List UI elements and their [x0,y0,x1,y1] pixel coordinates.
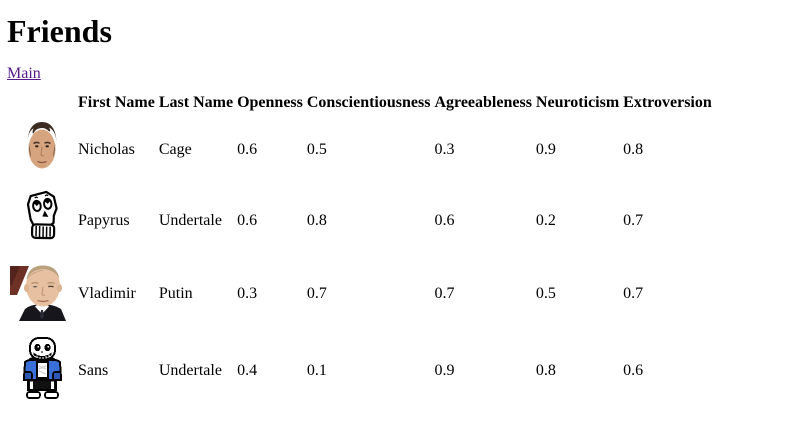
cell-neuroticism: 0.5 [535,284,556,302]
nicolas-cage-avatar-image [22,119,62,175]
cell-neuroticism: 0.8 [535,362,556,380]
cell-conscientiousness: 0.5 [306,140,327,158]
page-title: Friends [7,13,112,49]
cell-neuroticism: 0.2 [535,211,556,229]
cell-last-name: Undertale [158,211,222,229]
table-row: Sans Undertale 0.4 0.1 0.9 0.8 0.6 [9,332,713,410]
main-link[interactable]: Main [7,65,41,83]
cell-first-name: Papyrus [78,211,130,229]
cell-openness: 0.6 [237,140,258,158]
column-header-openness: Openness [237,94,303,112]
column-header-last-name: Last Name [158,94,234,112]
cell-agreeableness: 0.6 [434,211,455,229]
avatar-cell [9,115,75,184]
cell-conscientiousness: 0.8 [306,211,327,229]
header-row: First Name Last Name Openness Conscienti… [9,93,713,113]
friends-table: First Name Last Name Openness Conscienti… [7,91,715,412]
cell-first-name: Vladimir [78,284,136,302]
column-header-conscientiousness: Conscientiousness [306,94,431,112]
vladimir-putin-avatar-image [10,261,74,322]
cell-openness: 0.4 [237,362,258,380]
papyrus-skull-avatar-image [22,190,62,246]
sans-sprite-avatar-image [19,336,65,401]
cell-last-name: Undertale [158,362,222,380]
table-row: Papyrus Undertale 0.6 0.8 0.6 0.2 0.7 [9,186,713,255]
cell-first-name: Sans [78,362,109,380]
avatar-cell [9,186,75,255]
column-header-neuroticism: Neuroticism [535,94,620,112]
cell-agreeableness: 0.3 [434,140,455,158]
cell-extroversion: 0.8 [623,140,644,158]
cell-extroversion: 0.7 [623,284,644,302]
column-header-agreeableness: Agreeableness [434,94,532,112]
avatar-cell [9,332,75,410]
avatar-cell [9,257,75,330]
cell-last-name: Putin [158,284,193,302]
column-header-first-name: First Name [78,94,155,112]
cell-agreeableness: 0.7 [434,284,455,302]
cell-neuroticism: 0.9 [535,140,556,158]
nav-line: Main [7,65,806,83]
cell-openness: 0.3 [237,284,258,302]
cell-conscientiousness: 0.7 [306,284,327,302]
column-header-extroversion: Extroversion [623,94,712,112]
table-row: Vladimir Putin 0.3 0.7 0.7 0.5 0.7 [9,257,713,330]
column-header-avatar [9,93,75,113]
cell-last-name: Cage [158,140,192,158]
cell-extroversion: 0.6 [623,362,644,380]
table-row: Nicholas Cage 0.6 0.5 0.3 0.9 0.8 [9,115,713,184]
cell-first-name: Nicholas [78,140,135,158]
cell-conscientiousness: 0.1 [306,362,327,380]
cell-openness: 0.6 [237,211,258,229]
cell-extroversion: 0.7 [623,211,644,229]
cell-agreeableness: 0.9 [434,362,455,380]
